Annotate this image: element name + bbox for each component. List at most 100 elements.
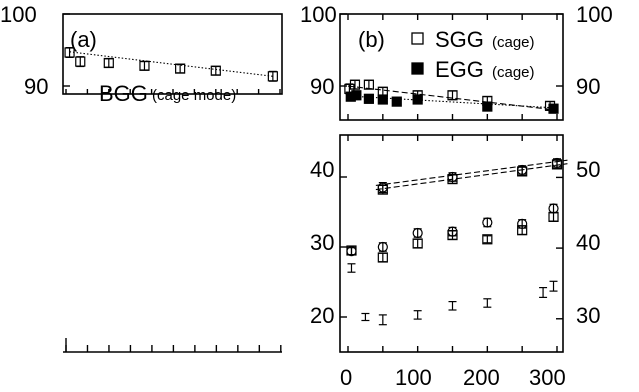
square-marker — [363, 79, 374, 90]
data-point — [103, 57, 114, 69]
panel-b-bottom-ytick-40: 40 — [310, 157, 334, 182]
data-point — [210, 65, 221, 76]
panel-b-bottom-marks-fit-line-0 — [375, 159, 568, 186]
data-point — [351, 90, 362, 101]
legend-egg-sub: (cage) — [492, 64, 535, 81]
square-marker — [412, 238, 423, 249]
data-point — [412, 227, 423, 239]
data-point — [447, 174, 458, 185]
data-point — [75, 56, 86, 68]
data-point — [447, 230, 458, 241]
square-marker — [103, 57, 114, 69]
circle-marker — [412, 227, 423, 239]
square-marker — [349, 79, 361, 90]
data-point — [363, 93, 374, 104]
data-point — [517, 225, 528, 236]
square-marker — [346, 245, 357, 256]
data-point — [175, 63, 186, 74]
data-point — [548, 203, 559, 214]
panel-b-bottom-ytick-right-50: 50 — [576, 157, 600, 182]
legend-sgg-marker — [411, 32, 424, 45]
panel-b-bottom: 40 30 20 50 40 30 0 100 200 300 — [310, 134, 600, 390]
data-point — [363, 79, 374, 90]
data-point — [548, 103, 559, 114]
data-point — [64, 46, 75, 59]
panel-b-bottom-ytick-right-30: 30 — [576, 303, 600, 328]
panel-a-marks — [63, 13, 281, 94]
square-marker — [210, 65, 221, 76]
panel-b-top-ytick-right-100: 100 — [576, 2, 613, 27]
data-point — [482, 234, 493, 245]
panel-b-top: 100 90 100 90 (b) SGG (cage) EGG (cage) — [300, 2, 613, 121]
square-marker — [447, 174, 458, 185]
data-point — [267, 70, 278, 82]
square-marker — [377, 252, 388, 263]
panel-b-bottom-marks — [340, 135, 568, 352]
square-marker — [517, 166, 528, 177]
data-point — [447, 90, 458, 101]
panel-b-xtick-0: 0 — [340, 365, 352, 390]
panel-a-marks-fit-line-0 — [69, 51, 273, 77]
panel-b-bottom-ytick-right-40: 40 — [576, 230, 600, 255]
circle-marker — [377, 241, 388, 253]
panel-b-top-marks — [340, 13, 563, 120]
data-point — [347, 263, 356, 273]
legend-egg-label: EGG — [435, 57, 484, 82]
filled-square-marker — [363, 93, 374, 104]
panel-b-label: (b) — [358, 27, 385, 52]
data-point — [448, 301, 457, 311]
panel-b-top-ytick-right-90: 90 — [576, 74, 600, 99]
square-marker — [64, 47, 75, 58]
filled-square-marker — [412, 94, 423, 105]
legend-egg-marker — [411, 62, 424, 75]
panel-b-xtick-200: 200 — [463, 365, 500, 390]
data-point — [361, 312, 370, 322]
square-marker — [175, 63, 186, 74]
square-marker — [377, 184, 388, 195]
data-point — [378, 314, 387, 326]
data-point — [139, 60, 150, 71]
square-marker — [75, 56, 86, 67]
filled-square-marker — [548, 103, 559, 114]
data-point — [377, 94, 388, 105]
square-marker — [548, 211, 559, 222]
panel-b-bottom-ytick-20: 20 — [310, 303, 334, 328]
data-point — [377, 184, 388, 195]
panel-a: 100 90 (a) BGG (cage mode) — [0, 2, 283, 353]
panel-b-top-marks-fit-line-0 — [347, 85, 558, 111]
legend-sgg-label: SGG — [435, 27, 484, 52]
legend-sgg-sub: (cage) — [492, 34, 535, 51]
data-point — [548, 211, 559, 222]
panel-b-xtick-300: 300 — [529, 365, 566, 390]
data-point — [377, 241, 388, 253]
square-marker — [139, 60, 150, 71]
data-point — [549, 280, 558, 292]
square-marker — [517, 225, 528, 236]
panel-b-top-ytick-90: 90 — [310, 74, 334, 99]
data-point — [483, 298, 492, 308]
data-point — [482, 217, 493, 228]
filled-square-marker — [482, 101, 493, 112]
panel-a-ytick-100: 100 — [0, 2, 37, 27]
data-point — [482, 101, 493, 112]
panel-b-top-frame — [339, 13, 564, 121]
square-marker — [447, 90, 458, 101]
data-point — [412, 94, 423, 105]
data-point — [539, 287, 548, 298]
data-point — [391, 96, 402, 107]
panel-a-frame — [62, 13, 283, 95]
square-marker — [482, 234, 493, 245]
filled-square-marker — [391, 96, 402, 107]
data-point — [551, 159, 563, 170]
panel-a-ytick-90: 90 — [24, 74, 48, 99]
square-marker — [447, 230, 458, 241]
panel-b-bottom-marks-fit-line-1 — [375, 163, 568, 191]
filled-square-marker — [351, 90, 362, 101]
data-point — [377, 252, 388, 263]
legend: SGG (cage) EGG (cage) — [411, 27, 535, 82]
panel-a-bottom-ticks — [65, 338, 282, 352]
filled-square-marker — [377, 94, 388, 105]
data-point — [413, 310, 422, 320]
panel-b-xtick-100: 100 — [395, 365, 432, 390]
